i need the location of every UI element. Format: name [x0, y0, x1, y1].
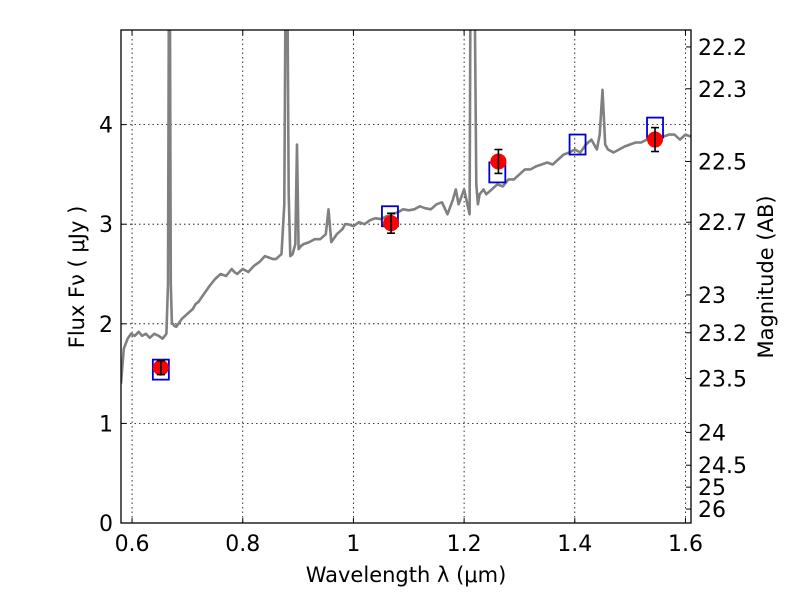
- x-tick-label: 1.6: [668, 532, 703, 557]
- right-tick-label: 24: [698, 421, 726, 446]
- right-tick-label: 22.7: [698, 211, 747, 236]
- x-tick-label: 1.2: [447, 532, 482, 557]
- right-tick-label: 23.5: [698, 368, 747, 393]
- grid-lines: [121, 30, 691, 524]
- right-tick-label: 23: [698, 284, 726, 309]
- plot-frame: [120, 29, 692, 524]
- x-tick-label: 1: [346, 532, 360, 557]
- right-tick-label: 22.5: [698, 150, 747, 175]
- x-tick-label: 0.6: [115, 532, 150, 557]
- y-tick-label: 0: [99, 512, 113, 537]
- x-tick-label: 0.8: [225, 532, 260, 557]
- right-tick-label: 23.2: [698, 322, 747, 347]
- spectrum-line: [121, 30, 691, 384]
- y-tick-label: 2: [99, 313, 113, 338]
- right-tick-label: 24.5: [698, 454, 747, 479]
- model-flux-square: [568, 133, 587, 156]
- axis-ticks: 0.6 0.8 1 1.2 1.4 1.60123422.222.322.522.7232…: [99, 30, 747, 557]
- x-tick-label: 1.4: [557, 532, 592, 557]
- right-tick-label: 22.3: [698, 78, 747, 103]
- x-axis-title: Wavelength λ (μm): [306, 563, 507, 587]
- right-tick-label: 22.2: [698, 36, 747, 61]
- model-flux-square: [151, 358, 170, 381]
- right-axis-title: Magnitude (AB): [754, 195, 778, 358]
- plot-data: [121, 30, 691, 384]
- y-tick-label: 3: [99, 213, 113, 238]
- right-tick-label: 25: [698, 476, 726, 501]
- y-tick-label: 4: [99, 114, 113, 139]
- right-tick-label: 26: [698, 498, 726, 523]
- y-tick-label: 1: [99, 412, 113, 437]
- y-axis-title: Flux Fν ( μJy ): [65, 206, 89, 349]
